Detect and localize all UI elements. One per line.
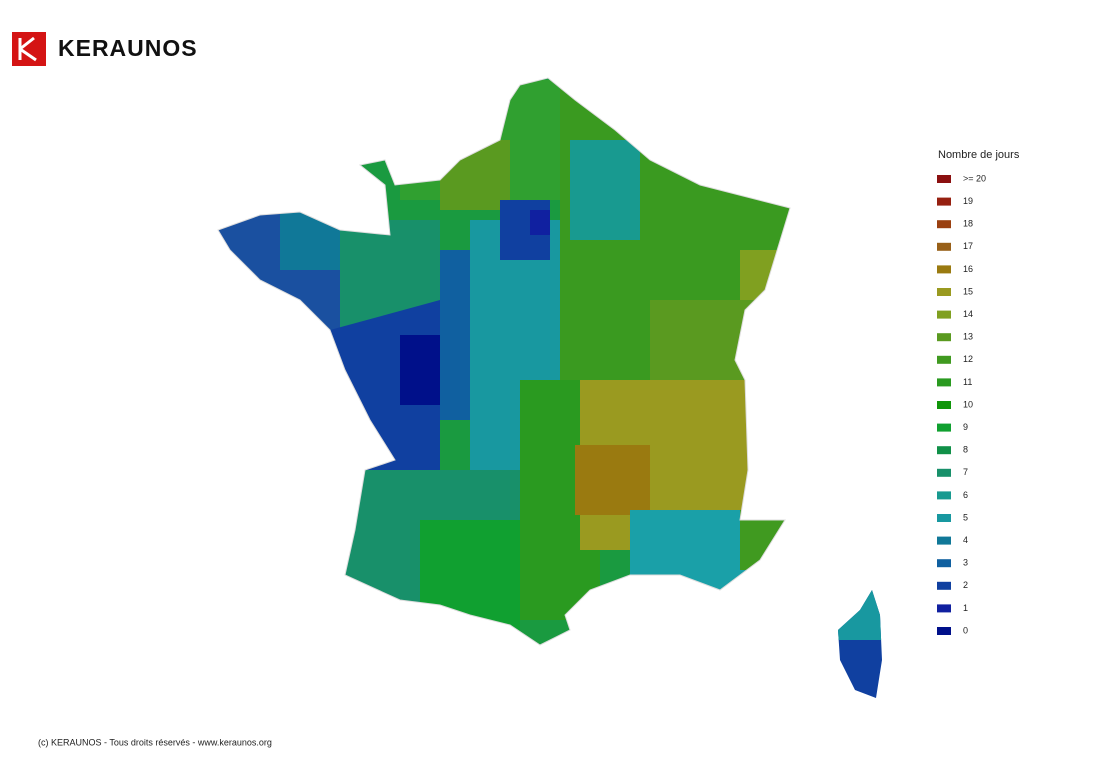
corsica xyxy=(838,590,882,698)
logo-mark xyxy=(18,36,37,62)
legend-title: Nombre de jours xyxy=(938,149,1020,161)
legend-label: 10 xyxy=(963,399,973,409)
footer: (c) KERAUNOS - Tous droits réservés - ww… xyxy=(38,737,272,747)
legend-swatch xyxy=(937,536,951,545)
france-map xyxy=(218,78,790,645)
legend-swatch xyxy=(937,491,951,500)
legend-swatch xyxy=(937,559,951,568)
legend-swatch xyxy=(937,242,951,251)
legend-swatch xyxy=(937,423,951,432)
legend-label: >= 20 xyxy=(963,173,986,183)
legend-swatch xyxy=(937,446,951,455)
legend-swatch xyxy=(937,220,951,229)
logo-icon xyxy=(12,32,46,66)
legend-label: 6 xyxy=(963,490,968,500)
legend-label: 1 xyxy=(963,603,968,613)
legend-label: 4 xyxy=(963,535,968,545)
legend-swatch xyxy=(937,401,951,409)
legend-label: 12 xyxy=(963,354,973,364)
legend-label: 16 xyxy=(963,264,973,274)
legend-swatch xyxy=(937,175,951,183)
legend-swatch xyxy=(937,581,951,590)
legend-label: 19 xyxy=(963,196,973,206)
legend-swatch xyxy=(937,378,951,387)
legend-swatch xyxy=(937,355,951,364)
legend-swatch xyxy=(937,265,951,274)
legend-label: 14 xyxy=(963,309,973,319)
france-outline xyxy=(217,77,791,646)
legend-swatch xyxy=(937,627,951,635)
logo-text: KERAUNOS xyxy=(58,35,198,61)
legend-swatch xyxy=(937,604,951,613)
legend: Nombre de jours >= 201918171615141312111… xyxy=(937,149,1020,635)
legend-label: 9 xyxy=(963,422,968,432)
legend-label: 17 xyxy=(963,241,973,251)
legend-label: 7 xyxy=(963,467,968,477)
legend-swatch xyxy=(937,514,951,522)
legend-label: 18 xyxy=(963,219,973,229)
legend-swatch xyxy=(937,197,951,206)
legend-label: 2 xyxy=(963,580,968,590)
legend-label: 8 xyxy=(963,445,968,455)
legend-label: 5 xyxy=(963,512,968,522)
legend-label: 11 xyxy=(963,377,972,387)
legend-label: 0 xyxy=(963,625,968,635)
legend-swatch xyxy=(937,310,951,319)
legend-swatch xyxy=(937,333,951,342)
legend-swatch xyxy=(937,288,951,296)
legend-label: 13 xyxy=(963,332,973,342)
legend-label: 3 xyxy=(963,558,968,568)
legend-label: 15 xyxy=(963,286,973,296)
legend-swatch xyxy=(937,468,951,477)
